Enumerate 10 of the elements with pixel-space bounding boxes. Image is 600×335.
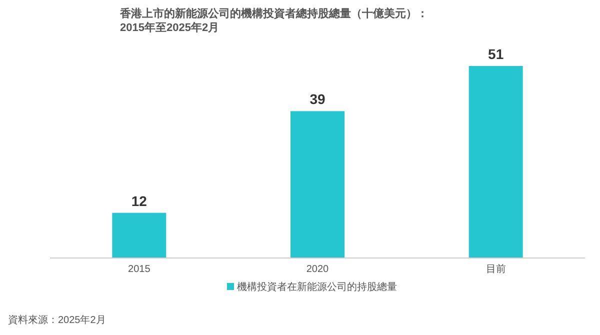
x-tick-label: 2015 <box>128 264 151 275</box>
chart-title: 香港上市的新能源公司的機構投資者總持股總量（十億美元）： <box>119 7 428 20</box>
chart-subtitle: 2015年至2025年2月 <box>120 21 220 34</box>
data-label: 12 <box>131 192 148 209</box>
x-tick-label: 2020 <box>306 264 330 275</box>
data-label: 39 <box>310 91 326 108</box>
data-label: 51 <box>488 46 504 62</box>
legend-label: 機構投資者在新能源公司的持股總量 <box>237 281 397 293</box>
source-note: 資料來源：2025年2月 <box>8 314 106 326</box>
x-tick-label: 目前 <box>486 263 506 275</box>
